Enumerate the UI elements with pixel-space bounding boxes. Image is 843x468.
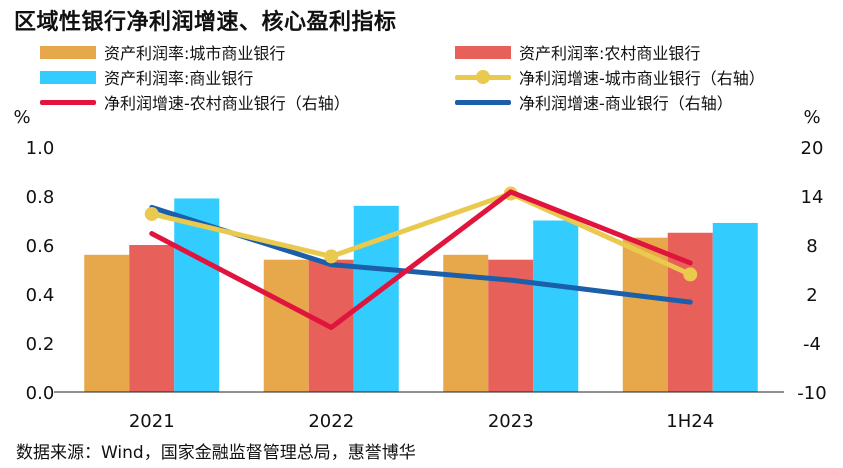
y-left-tick-0.4: 0.4 xyxy=(26,285,55,306)
y-right-tick-20: 20 xyxy=(801,138,824,159)
y-left-tick-0.6: 0.6 xyxy=(26,236,55,257)
legend-line-city-growth xyxy=(455,66,511,88)
legend: 资产利润率:城市商业银行 资产利润率:农村商业银行 资产利润率:商业银行 净利润… xyxy=(0,0,843,120)
legend-swatch-city-roa xyxy=(40,45,96,59)
line-point-1-1H24 xyxy=(683,267,698,282)
line-point-1-2021 xyxy=(144,206,159,221)
line-point-1-2022 xyxy=(324,249,339,264)
bar-1-2021 xyxy=(84,254,130,392)
legend-item-rural-growth: 净利润增速-农村商业银行（右轴） xyxy=(40,91,350,113)
y-right-tick-8: 8 xyxy=(806,236,817,257)
x-tick-2022: 2022 xyxy=(308,411,354,432)
legend-item-commercial-roa: 资产利润率:商业银行 xyxy=(40,66,253,88)
legend-label-city-roa: 资产利润率:城市商业银行 xyxy=(104,44,286,63)
bar-2-2021 xyxy=(129,245,175,392)
legend-swatch-rural-roa xyxy=(455,45,511,59)
y-right-tick-2: 2 xyxy=(806,285,817,306)
legend-label-commercial-roa: 资产利润率:商业银行 xyxy=(104,69,254,88)
line-series-3 xyxy=(149,204,693,305)
y-right-tick--4: -4 xyxy=(803,334,821,355)
x-tick-2023: 2023 xyxy=(488,411,534,432)
legend-line-commercial-growth xyxy=(455,91,511,113)
y-left-tick-0.0: 0.0 xyxy=(26,383,55,404)
y-right-unit: % xyxy=(803,107,820,128)
y-left-unit: % xyxy=(13,107,30,128)
tick-layer: 0.0 0.2 0.4 0.6 0.8 1.0 -10 -4 2 8 14 20% % 2021 2022 2… xyxy=(13,107,826,432)
x-tick-1H24: 1H24 xyxy=(666,411,714,432)
bar-3-2023 xyxy=(533,220,579,392)
y-left-tick-0.2: 0.2 xyxy=(26,334,55,355)
legend-label-rural-growth: 净利润增速-农村商业银行（右轴） xyxy=(104,94,350,113)
line-layer xyxy=(144,186,698,330)
legend-item-city-growth: 净利润增速-城市商业银行（右轴） xyxy=(455,66,765,88)
y-right-tick--10: -10 xyxy=(797,383,826,404)
legend-label-commercial-growth: 净利润增速-商业银行（右轴） xyxy=(519,94,733,113)
legend-item-commercial-growth: 净利润增速-商业银行（右轴） xyxy=(455,91,733,113)
source-note: 数据来源：Wind，国家金融监督管理总局，惠誉博华 xyxy=(16,443,416,463)
x-tick-2021: 2021 xyxy=(129,411,175,432)
line-series-1 xyxy=(149,191,693,277)
legend-line-rural-growth xyxy=(40,91,96,113)
bar-1-2022 xyxy=(263,259,309,392)
y-left-tick-0.8: 0.8 xyxy=(26,187,55,208)
legend-item-city-roa: 资产利润率:城市商业银行 xyxy=(40,41,285,63)
legend-label-city-growth: 净利润增速-城市商业银行（右轴） xyxy=(519,69,765,88)
legend-item-rural-roa: 资产利润率:农村商业银行 xyxy=(455,41,700,63)
legend-label-rural-roa: 资产利润率:农村商业银行 xyxy=(519,44,701,63)
legend-swatch-commercial-roa xyxy=(40,70,96,84)
chart-title: 区域性银行净利润增速、核心盈利指标 xyxy=(14,10,397,35)
y-right-tick-14: 14 xyxy=(801,187,824,208)
bar-3-1H24 xyxy=(712,222,758,392)
y-left-tick-1.0: 1.0 xyxy=(26,138,55,159)
line-series-2 xyxy=(149,189,693,330)
